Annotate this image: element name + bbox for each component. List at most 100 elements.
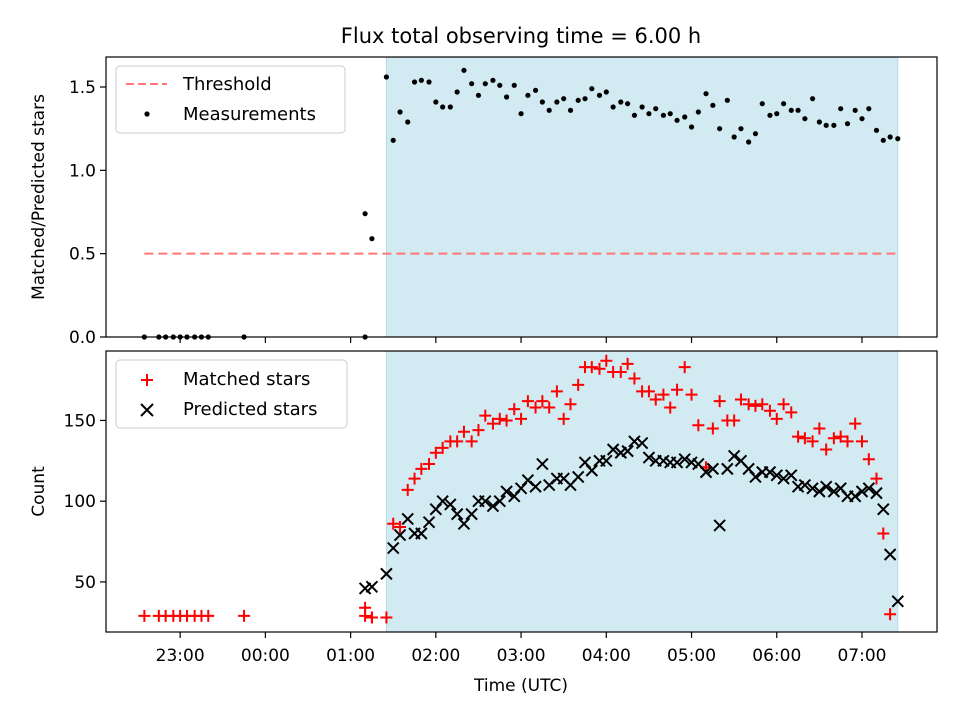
measurement-point bbox=[383, 74, 390, 80]
measurement-point bbox=[688, 124, 695, 130]
matched-star-marker bbox=[862, 453, 875, 466]
counts-plot-frame bbox=[105, 350, 938, 633]
measurement-point bbox=[674, 117, 680, 123]
ratio-legend-box bbox=[115, 65, 346, 134]
measurement-point bbox=[717, 126, 723, 132]
measurement-point bbox=[390, 137, 396, 143]
matched-star-marker bbox=[585, 361, 598, 374]
measurement-point bbox=[809, 96, 816, 102]
measurement-point bbox=[469, 81, 475, 87]
measurement-point bbox=[780, 101, 787, 107]
x-tick-label: 02:00 bbox=[411, 646, 460, 666]
measurement-point bbox=[539, 99, 545, 105]
predicted-star-marker bbox=[806, 482, 819, 495]
matched-star-marker bbox=[436, 441, 449, 454]
time-x-axis-ticks: 23:00 00:00 01:00 02:00 03:00 04:00 05:00 06:00… bbox=[156, 632, 886, 666]
predicted-star-marker bbox=[777, 472, 790, 485]
y-tick-label: 1.5 bbox=[69, 78, 96, 98]
predicted-star-marker bbox=[855, 485, 869, 498]
predicted-star-marker bbox=[571, 470, 585, 484]
matched-star-marker bbox=[493, 412, 506, 425]
measurements-series bbox=[141, 67, 901, 340]
matched-star-marker bbox=[536, 395, 549, 408]
measurement-point bbox=[554, 99, 560, 105]
predicted-star-marker bbox=[813, 485, 826, 498]
ratio-plot-frame bbox=[105, 56, 938, 338]
matched-star-marker bbox=[408, 472, 421, 485]
matched-star-marker bbox=[642, 385, 655, 398]
predicted-star-marker bbox=[827, 485, 841, 498]
x-tick-label: 01:00 bbox=[326, 646, 375, 666]
matched-star-marker bbox=[451, 435, 464, 448]
predicted-star-marker bbox=[819, 480, 833, 493]
matched-stars-series bbox=[138, 355, 897, 624]
predicted-star-marker bbox=[621, 444, 634, 458]
matched-star-marker bbox=[508, 403, 521, 416]
x-tick-label: 00:00 bbox=[241, 646, 290, 666]
matched-star-marker bbox=[401, 483, 414, 496]
predicted-star-marker bbox=[798, 478, 812, 492]
matched-star-marker bbox=[572, 378, 585, 391]
matched-star-marker bbox=[806, 435, 819, 448]
matched-star-marker bbox=[692, 419, 705, 432]
matched-star-marker bbox=[365, 611, 378, 624]
matched-star-marker bbox=[387, 517, 400, 530]
measurement-point bbox=[866, 106, 872, 112]
time-x-axis-label: Time (UTC) bbox=[473, 676, 568, 696]
counts-legend: Matched stars Predicted stars bbox=[115, 359, 348, 429]
predicted-star-marker bbox=[415, 527, 428, 540]
predicted-stars-series bbox=[358, 435, 905, 608]
predicted-star-marker bbox=[422, 515, 436, 529]
matched-star-marker bbox=[500, 414, 513, 427]
legend-measurements-label: Measurements bbox=[183, 104, 316, 125]
matched-star-marker bbox=[685, 388, 698, 401]
matched-star-marker bbox=[777, 398, 790, 411]
matched-star-marker bbox=[557, 412, 570, 425]
y-tick-label: 1.0 bbox=[69, 161, 96, 181]
legend-predicted-label: Predicted stars bbox=[183, 399, 317, 420]
measurement-point bbox=[802, 116, 808, 122]
count-y-axis-label: Count bbox=[29, 466, 49, 517]
y-tick-label: 0.5 bbox=[69, 245, 96, 265]
predicted-star-marker bbox=[393, 528, 407, 542]
measurement-point bbox=[532, 87, 539, 93]
measurement-point bbox=[482, 81, 488, 87]
measurement-point bbox=[362, 211, 368, 217]
measurement-point bbox=[788, 107, 794, 113]
matched-star-marker bbox=[798, 432, 811, 445]
measurement-point bbox=[397, 109, 403, 115]
matched-star-marker bbox=[529, 401, 542, 414]
matched-star-marker bbox=[785, 406, 798, 419]
predicted-star-marker bbox=[848, 490, 862, 503]
predicted-star-marker bbox=[770, 469, 783, 482]
predicted-star-marker bbox=[699, 465, 713, 479]
measurement-point bbox=[646, 111, 652, 117]
predicted-star-marker bbox=[450, 507, 464, 521]
matched-star-marker bbox=[855, 435, 868, 448]
matched-star-marker bbox=[813, 422, 826, 435]
measurement-point bbox=[610, 104, 616, 110]
x-tick-label: 06:00 bbox=[752, 646, 801, 666]
measurement-point bbox=[746, 139, 752, 145]
measurement-point bbox=[511, 82, 517, 88]
predicted-star-marker bbox=[436, 494, 449, 508]
predicted-star-marker bbox=[870, 486, 883, 500]
matched-star-marker bbox=[543, 401, 556, 414]
chart-title: Flux total observing time = 6.00 h bbox=[341, 24, 701, 48]
measurement-point bbox=[405, 119, 411, 125]
matched-star-marker bbox=[713, 395, 726, 408]
measurement-point bbox=[461, 67, 467, 73]
measurement-point bbox=[895, 136, 901, 142]
matched-star-marker bbox=[756, 398, 769, 411]
predicted-star-marker bbox=[891, 595, 905, 608]
predicted-star-marker bbox=[536, 457, 549, 471]
measurement-point bbox=[767, 112, 773, 118]
count-y-axis-ticks: 50 100 150 bbox=[64, 411, 106, 593]
matched-star-marker bbox=[749, 399, 762, 412]
matched-star-marker bbox=[664, 401, 677, 414]
predicted-star-marker bbox=[401, 512, 414, 526]
matched-star-marker bbox=[678, 361, 691, 374]
legend-matched-label: Matched stars bbox=[183, 369, 310, 390]
predicted-star-marker bbox=[387, 541, 400, 555]
